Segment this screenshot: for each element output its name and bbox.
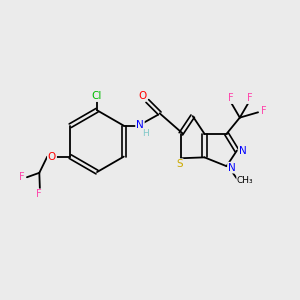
Text: F: F [247,93,252,103]
Text: F: F [228,93,234,103]
Text: N: N [239,146,247,156]
Text: N: N [228,163,236,173]
Text: S: S [176,159,183,169]
Text: O: O [48,152,56,162]
Text: F: F [37,189,42,199]
Text: H: H [142,129,149,138]
Text: F: F [261,106,267,116]
Text: O: O [138,91,146,101]
Text: CH₃: CH₃ [237,176,254,185]
Text: N: N [136,120,144,130]
Text: F: F [19,172,25,182]
Text: Cl: Cl [92,91,102,101]
